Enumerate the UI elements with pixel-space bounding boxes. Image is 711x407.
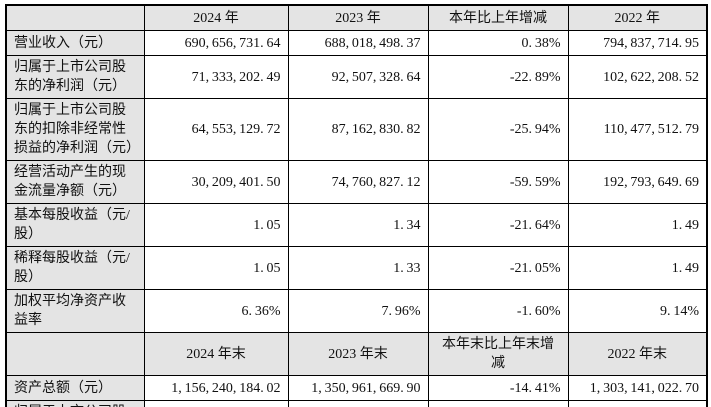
value-2023: 1. 33 [287, 246, 429, 290]
value-2023: 1. 34 [287, 203, 429, 247]
header-year-2024: 2024 年 [143, 4, 289, 31]
value-end-2022: 1, 303, 141, 022. 70 [567, 375, 708, 401]
value-yoy-change: 0. 38% [427, 30, 569, 56]
header-year-2022: 2022 年 [567, 4, 708, 31]
row-net-profit-attributable: 归属于上市公司股东的净利润（元） 71, 333, 202. 49 92, 50… [5, 55, 708, 99]
header-year-end-change: 本年末比上年末增减 [427, 332, 569, 376]
value-end-2023: 1, 350, 961, 669. 90 [287, 375, 429, 401]
value-2022: 102, 622, 208. 52 [567, 55, 708, 99]
value-end-2022: 1, 164, 130, 506. 21 [567, 400, 708, 407]
value-2023: 87, 162, 830. 82 [287, 98, 429, 161]
row-label: 归属于上市公司股东的净资产（元） [5, 400, 145, 407]
value-2024: 30, 209, 401. 50 [143, 160, 289, 204]
value-yoy-change: -21. 05% [427, 246, 569, 290]
value-2022: 1. 49 [567, 246, 708, 290]
header-year-2023: 2023 年 [287, 4, 429, 31]
value-2022: 110, 477, 512. 79 [567, 98, 708, 161]
row-label: 加权平均净资产收益率 [5, 289, 145, 333]
header-row-year-end: 2024 年末 2023 年末 本年末比上年末增减 2022 年末 [5, 332, 708, 376]
value-2024: 64, 553, 129. 72 [143, 98, 289, 161]
value-end-2024: 1, 036, 325, 476. 42 [143, 400, 289, 407]
row-operating-cash-flow: 经营活动产生的现金流量净额（元） 30, 209, 401. 50 74, 76… [5, 160, 708, 204]
value-2022: 192, 793, 649. 69 [567, 160, 708, 204]
value-2024: 6. 36% [143, 289, 289, 333]
value-2022: 1. 49 [567, 203, 708, 247]
value-end-2024: 1, 156, 240, 184. 02 [143, 375, 289, 401]
value-yoy-change: -1. 60% [427, 289, 569, 333]
value-year-end-change: -14. 41% [427, 375, 569, 401]
header-end-2023: 2023 年末 [287, 332, 429, 376]
row-total-assets: 资产总额（元） 1, 156, 240, 184. 02 1, 350, 961… [5, 375, 708, 401]
financial-summary-table: 2024 年 2023 年 本年比上年增减 2022 年 营业收入（元） 690… [5, 4, 708, 407]
value-2022: 794, 837, 714. 95 [567, 30, 708, 56]
row-operating-revenue: 营业收入（元） 690, 656, 731. 64 688, 018, 498.… [5, 30, 708, 56]
value-2024: 71, 333, 202. 49 [143, 55, 289, 99]
value-2023: 74, 760, 827. 12 [287, 160, 429, 204]
value-end-2023: 1, 171, 636, 375. 63 [287, 400, 429, 407]
row-label: 稀释每股收益（元/股） [5, 246, 145, 290]
value-2024: 1. 05 [143, 203, 289, 247]
row-label: 归属于上市公司股东的净利润（元） [5, 55, 145, 99]
row-label: 营业收入（元） [5, 30, 145, 56]
value-2023: 7. 96% [287, 289, 429, 333]
row-basic-eps: 基本每股收益（元/股） 1. 05 1. 34 -21. 64% 1. 49 [5, 203, 708, 247]
row-net-assets-attributable: 归属于上市公司股东的净资产（元） 1, 036, 325, 476. 42 1,… [5, 400, 708, 407]
value-2023: 688, 018, 498. 37 [287, 30, 429, 56]
value-2023: 92, 507, 328. 64 [287, 55, 429, 99]
value-2022: 9. 14% [567, 289, 708, 333]
header-end-2024: 2024 年末 [143, 332, 289, 376]
row-label: 资产总额（元） [5, 375, 145, 401]
row-label: 经营活动产生的现金流量净额（元） [5, 160, 145, 204]
header-end-2022: 2022 年末 [567, 332, 708, 376]
header-empty-cell [5, 4, 145, 31]
row-label: 基本每股收益（元/股） [5, 203, 145, 247]
header-row-annual: 2024 年 2023 年 本年比上年增减 2022 年 [5, 4, 708, 31]
row-diluted-eps: 稀释每股收益（元/股） 1. 05 1. 33 -21. 05% 1. 49 [5, 246, 708, 290]
header-empty-cell [5, 332, 145, 376]
value-2024: 1. 05 [143, 246, 289, 290]
header-yoy-change: 本年比上年增减 [427, 4, 569, 31]
value-yoy-change: -22. 89% [427, 55, 569, 99]
value-year-end-change: -11. 55% [427, 400, 569, 407]
value-yoy-change: -21. 64% [427, 203, 569, 247]
value-2024: 690, 656, 731. 64 [143, 30, 289, 56]
value-yoy-change: -59. 59% [427, 160, 569, 204]
row-net-profit-excl-nonrecurring: 归属于上市公司股东的扣除非经常性损益的净利润（元） 64, 553, 129. … [5, 98, 708, 161]
row-label: 归属于上市公司股东的扣除非经常性损益的净利润（元） [5, 98, 145, 161]
row-weighted-avg-roe: 加权平均净资产收益率 6. 36% 7. 96% -1. 60% 9. 14% [5, 289, 708, 333]
value-yoy-change: -25. 94% [427, 98, 569, 161]
